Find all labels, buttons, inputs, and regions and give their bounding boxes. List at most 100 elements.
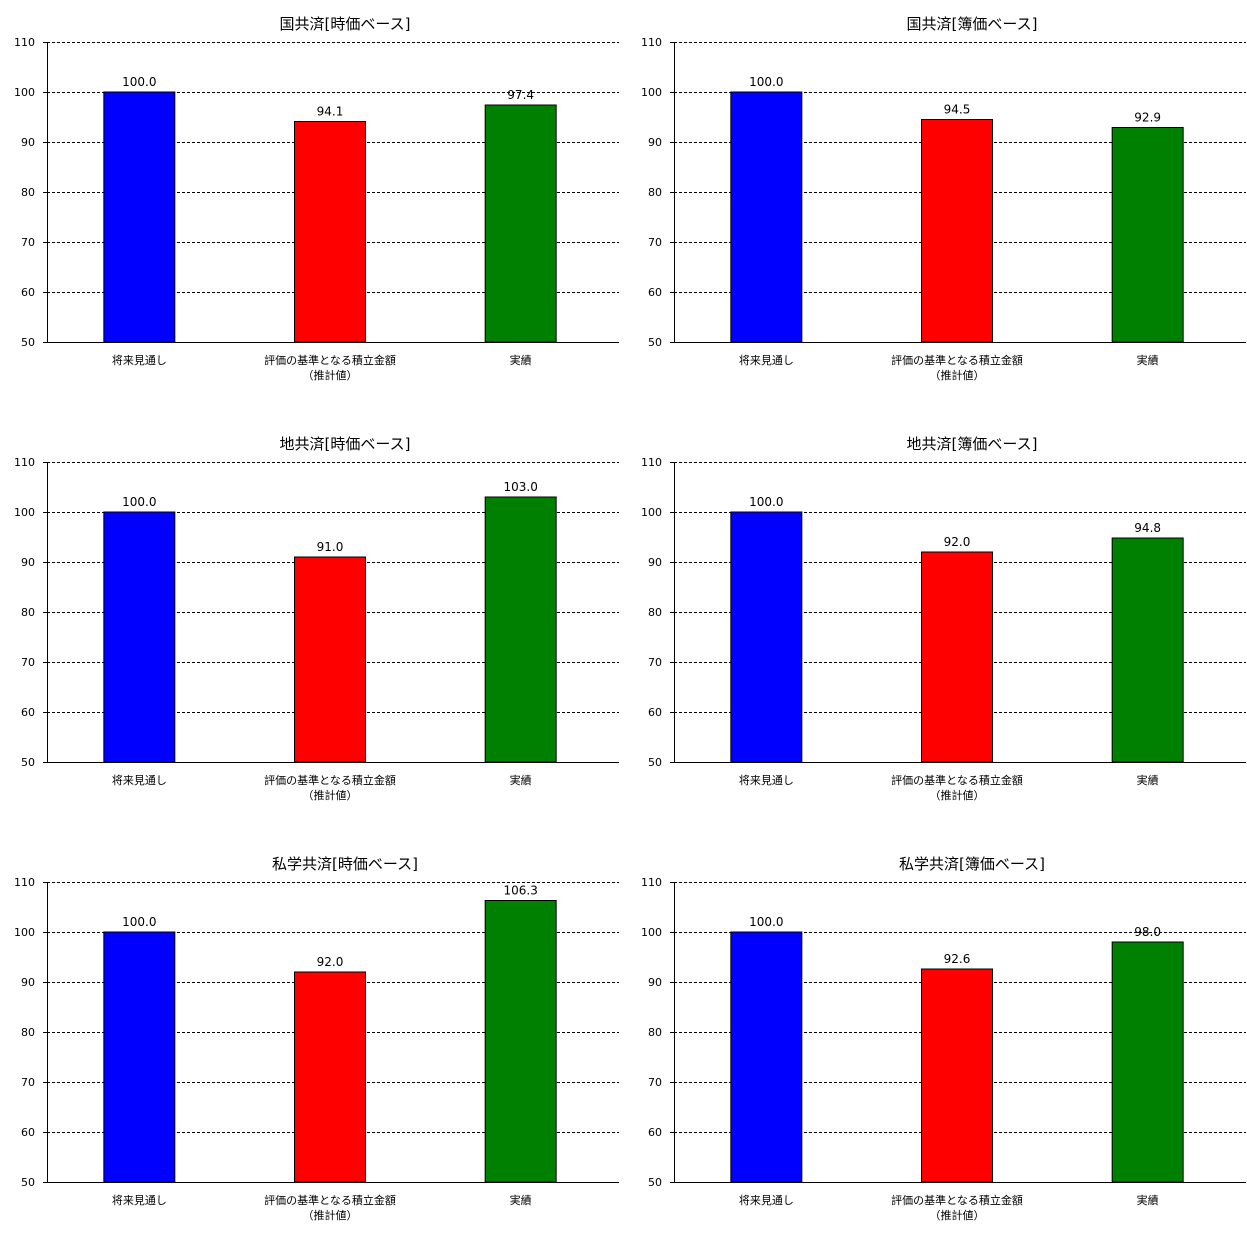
bar: [1111, 537, 1184, 763]
y-tick-label: 100: [14, 506, 35, 519]
data-label: 94.5: [944, 103, 971, 117]
data-label: 100.0: [122, 495, 156, 509]
y-tick-label: 90: [648, 136, 662, 149]
data-label: 94.8: [1134, 521, 1161, 535]
data-label: 91.0: [317, 540, 344, 554]
data-label: 100.0: [122, 75, 156, 89]
data-label: 94.1: [317, 105, 344, 119]
bar: [103, 931, 176, 1183]
data-label: 106.3: [503, 884, 537, 898]
bar-chart: 私学共済[簿価ベース] 50 60 70 80 90 100 110 100.0 将来見通し 92.…: [641, 855, 1246, 1222]
category-label: 将来見通し: [112, 774, 167, 787]
category-label: 評価の基準となる積立金額: [264, 773, 396, 787]
y-tick-label: 70: [21, 656, 35, 669]
bar: [921, 119, 993, 343]
data-label: 97.4: [507, 88, 534, 102]
data-label: 92.6: [944, 952, 971, 966]
chart-title: 地共済[簿価ベース]: [907, 435, 1038, 453]
y-tick-label: 70: [648, 1076, 662, 1089]
y-tick-label: 70: [21, 236, 35, 249]
y-tick-label: 90: [21, 136, 35, 149]
y-tick-label: 80: [648, 1026, 662, 1039]
category-label: 実績: [1137, 1193, 1159, 1207]
category-label: 実績: [510, 773, 532, 787]
y-tick-label: 50: [21, 336, 35, 349]
bar-chart: 国共済[簿価ベース] 50 60 70 80 90 100 110 100.0 将来見通し 94.5…: [641, 15, 1246, 382]
y-tick-label: 110: [641, 36, 662, 49]
chart-panel: 私学共済[時価ベース] 50 60 70 80 90 100 110 100.0 将来見通し 92.…: [0, 840, 620, 1245]
y-tick-label: 50: [648, 336, 662, 349]
chart-panel: 国共済[時価ベース] 50 60 70 80 90 100 110 100.0 将来見通し 94.1…: [0, 0, 620, 405]
category-label: 評価の基準となる積立金額: [264, 1193, 396, 1207]
category-label: 実績: [510, 1193, 532, 1207]
y-tick-label: 90: [648, 976, 662, 989]
y-tick-label: 70: [648, 656, 662, 669]
data-label: 100.0: [749, 75, 783, 89]
chart-title: 地共済[時価ベース]: [280, 435, 411, 453]
chart-panel: 国共済[簿価ベース] 50 60 70 80 90 100 110 100.0 将来見通し 94.5…: [627, 0, 1247, 405]
y-tick-label: 110: [641, 876, 662, 889]
y-tick-label: 70: [648, 236, 662, 249]
y-tick-label: 80: [21, 186, 35, 199]
y-tick-label: 80: [648, 606, 662, 619]
category-label: 将来見通し: [739, 1194, 794, 1207]
bar: [294, 121, 366, 343]
category-label: 評価の基準となる積立金額: [264, 353, 396, 367]
y-tick-label: 50: [648, 756, 662, 769]
y-tick-label: 60: [21, 1126, 35, 1139]
y-tick-label: 90: [21, 556, 35, 569]
bar: [484, 496, 557, 763]
bar: [730, 931, 803, 1183]
data-label: 103.0: [503, 480, 537, 494]
data-label: 100.0: [122, 915, 156, 929]
bar: [484, 104, 557, 343]
chart-panel: 私学共済[簿価ベース] 50 60 70 80 90 100 110 100.0 将来見通し 92.…: [627, 840, 1247, 1245]
category-label: （推計値）: [303, 788, 358, 802]
category-label: 将来見通し: [739, 774, 794, 787]
y-tick-label: 50: [21, 1176, 35, 1189]
bar-chart: 地共済[簿価ベース] 50 60 70 80 90 100 110 100.0 将来見通し 92.0…: [641, 435, 1246, 802]
y-tick-label: 100: [641, 506, 662, 519]
y-tick-label: 50: [21, 756, 35, 769]
data-label: 100.0: [749, 495, 783, 509]
category-label: 実績: [510, 353, 532, 367]
category-label: （推計値）: [930, 1208, 985, 1222]
y-tick-label: 60: [648, 706, 662, 719]
y-tick-label: 100: [14, 86, 35, 99]
bar: [103, 91, 176, 343]
y-tick-label: 90: [648, 556, 662, 569]
category-label: （推計値）: [303, 1208, 358, 1222]
y-tick-label: 80: [21, 606, 35, 619]
data-label: 92.9: [1134, 111, 1161, 125]
category-label: （推計値）: [930, 368, 985, 382]
y-tick-label: 60: [21, 706, 35, 719]
y-tick-label: 100: [14, 926, 35, 939]
category-label: 評価の基準となる積立金額: [891, 1193, 1023, 1207]
category-label: （推計値）: [930, 788, 985, 802]
category-label: （推計値）: [303, 368, 358, 382]
bar: [294, 556, 366, 763]
bar: [294, 971, 366, 1183]
bar-chart: 私学共済[時価ベース] 50 60 70 80 90 100 110 100.0 将来見通し 92.…: [14, 855, 619, 1222]
category-label: 将来見通し: [739, 354, 794, 367]
category-label: 将来見通し: [112, 1194, 167, 1207]
category-label: 将来見通し: [112, 354, 167, 367]
y-tick-label: 80: [21, 1026, 35, 1039]
chart-title: 私学共済[簿価ベース]: [899, 855, 1045, 873]
bar-chart: 国共済[時価ベース] 50 60 70 80 90 100 110 100.0 将来見通し 94.1…: [14, 15, 619, 382]
y-tick-label: 100: [641, 926, 662, 939]
bar: [484, 900, 557, 1183]
y-tick-label: 110: [641, 456, 662, 469]
chart-panel: 地共済[簿価ベース] 50 60 70 80 90 100 110 100.0 将来見通し 92.0…: [627, 420, 1247, 825]
y-tick-label: 70: [21, 1076, 35, 1089]
bar: [921, 551, 993, 763]
bar: [1111, 127, 1184, 343]
bar: [730, 511, 803, 763]
data-label: 92.0: [317, 955, 344, 969]
data-label: 98.0: [1134, 925, 1161, 939]
category-label: 評価の基準となる積立金額: [891, 773, 1023, 787]
bar-chart: 地共済[時価ベース] 50 60 70 80 90 100 110 100.0 将来見通し 91.0…: [14, 435, 619, 802]
category-label: 評価の基準となる積立金額: [891, 353, 1023, 367]
chart-title: 国共済[時価ベース]: [280, 15, 411, 33]
